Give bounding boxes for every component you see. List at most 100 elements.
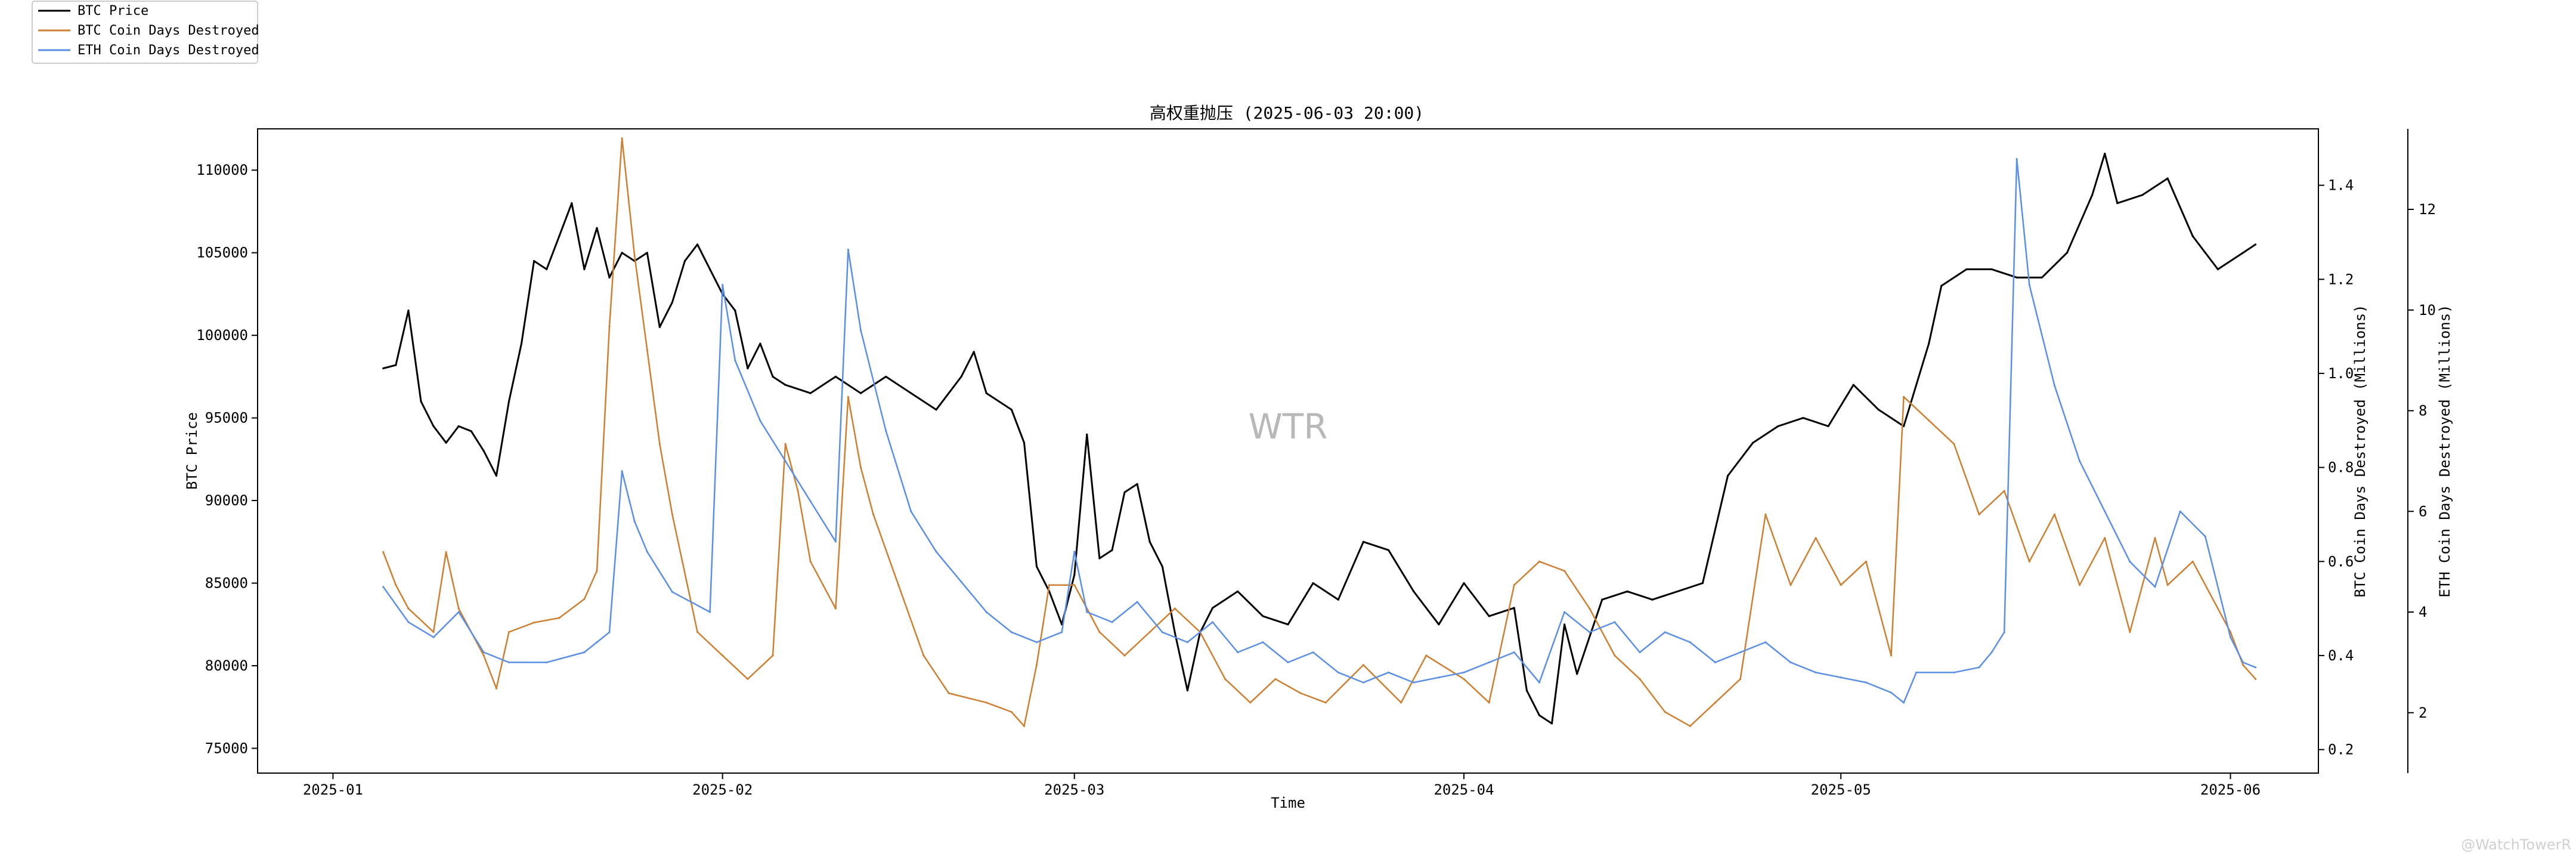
data-point-eth-coin-days-destroyed-12 <box>646 551 648 553</box>
data-point-btc-coin-days-destroyed-2 <box>407 607 410 610</box>
data-point-btc-price-12 <box>533 259 535 262</box>
data-point-btc-price-3 <box>420 400 422 403</box>
data-point-btc-coin-days-destroyed-33 <box>948 692 950 694</box>
data-point-btc-price-91 <box>1965 268 1968 270</box>
data-point-btc-price-80 <box>1701 582 1704 585</box>
data-point-eth-coin-days-destroyed-72 <box>2028 284 2030 286</box>
data-point-eth-coin-days-destroyed-74 <box>2079 460 2081 462</box>
data-point-eth-coin-days-destroyed-40 <box>1287 661 1289 663</box>
data-point-btc-coin-days-destroyed-11 <box>583 598 586 600</box>
data-point-btc-coin-days-destroyed-82 <box>2166 584 2169 586</box>
data-point-btc-price-62 <box>1312 582 1314 585</box>
data-point-btc-coin-days-destroyed-27 <box>834 607 837 610</box>
data-point-btc-price-104 <box>2255 243 2257 246</box>
data-point-btc-price-96 <box>2091 194 2094 196</box>
data-point-eth-coin-days-destroyed-11 <box>633 520 636 523</box>
data-point-eth-coin-days-destroyed-32 <box>1086 611 1088 613</box>
data-point-eth-coin-days-destroyed-46 <box>1438 676 1440 679</box>
data-point-btc-coin-days-destroyed-26 <box>822 584 824 586</box>
data-point-btc-price-86 <box>1852 384 1854 386</box>
data-point-eth-coin-days-destroyed-20 <box>834 540 837 543</box>
data-point-btc-coin-days-destroyed-85 <box>2242 664 2244 666</box>
data-point-btc-price-81 <box>1727 474 1729 477</box>
data-point-btc-coin-days-destroyed-8 <box>507 631 510 634</box>
data-point-eth-coin-days-destroyed-18 <box>784 460 787 462</box>
data-point-btc-price-11 <box>520 342 523 345</box>
right1-tick-label-4: 1.0 <box>2328 365 2354 382</box>
data-point-btc-price-9 <box>495 474 498 477</box>
data-point-eth-coin-days-destroyed-14 <box>709 611 711 613</box>
data-point-btc-price-6 <box>457 425 460 428</box>
data-point-btc-price-40 <box>973 351 975 353</box>
data-point-btc-price-22 <box>658 326 661 328</box>
data-point-eth-coin-days-destroyed-26 <box>960 580 962 583</box>
data-point-btc-price-0 <box>382 367 385 370</box>
data-point-eth-coin-days-destroyed-36 <box>1186 641 1188 644</box>
data-point-btc-price-43 <box>1023 441 1026 444</box>
data-point-eth-coin-days-destroyed-37 <box>1212 621 1214 623</box>
data-point-eth-coin-days-destroyed-53 <box>1614 621 1616 623</box>
x-tick-label-4: 2025-05 <box>1811 781 1871 798</box>
data-point-btc-price-97 <box>2104 152 2106 155</box>
data-point-btc-price-100 <box>2166 177 2169 180</box>
right2-tick-label-5: 12 <box>2419 201 2436 218</box>
data-point-eth-coin-days-destroyed-55 <box>1664 631 1666 634</box>
data-point-eth-coin-days-destroyed-49 <box>1513 651 1515 654</box>
data-point-btc-price-13 <box>546 268 548 270</box>
x-tick-label-1: 2025-02 <box>692 781 753 798</box>
data-point-eth-coin-days-destroyed-23 <box>885 430 887 432</box>
data-point-btc-coin-days-destroyed-60 <box>1639 678 1641 680</box>
right-axis-2-label: ETH Coin Days Destroyed (Millions) <box>2436 304 2453 597</box>
data-point-btc-coin-days-destroyed-49 <box>1324 702 1327 704</box>
data-point-btc-coin-days-destroyed-24 <box>797 490 799 492</box>
data-point-eth-coin-days-destroyed-76 <box>2129 561 2131 563</box>
x-tick-label-0: 2025-01 <box>303 781 363 798</box>
data-point-eth-coin-days-destroyed-3 <box>457 611 460 613</box>
data-point-btc-coin-days-destroyed-78 <box>2079 584 2081 586</box>
data-point-btc-coin-days-destroyed-41 <box>1123 654 1126 657</box>
data-point-btc-coin-days-destroyed-28 <box>847 395 849 398</box>
data-point-btc-price-14 <box>558 235 561 237</box>
data-point-btc-coin-days-destroyed-83 <box>2191 560 2194 563</box>
data-point-btc-price-49 <box>1098 557 1101 560</box>
right1-tick-label-0: 0.2 <box>2328 741 2354 758</box>
data-point-btc-coin-days-destroyed-53 <box>1463 678 1465 680</box>
data-point-eth-coin-days-destroyed-48 <box>1488 661 1490 663</box>
data-point-btc-price-26 <box>709 268 711 270</box>
data-point-btc-price-87 <box>1877 409 1880 411</box>
data-point-btc-coin-days-destroyed-43 <box>1174 607 1176 610</box>
data-point-eth-coin-days-destroyed-58 <box>1739 651 1742 654</box>
data-point-eth-coin-days-destroyed-8 <box>596 641 598 644</box>
data-point-eth-coin-days-destroyed-43 <box>1362 681 1364 684</box>
data-point-btc-price-75 <box>1576 673 1578 675</box>
data-point-btc-price-59 <box>1237 590 1239 593</box>
data-point-btc-price-28 <box>734 310 736 312</box>
data-point-btc-coin-days-destroyed-34 <box>985 702 987 704</box>
left-tick-label-5: 100000 <box>196 327 248 344</box>
data-point-btc-price-54 <box>1161 566 1163 568</box>
data-point-btc-coin-days-destroyed-79 <box>2104 537 2106 539</box>
legend-label-btc-coin-days-destroyed: BTC Coin Days Destroyed <box>78 23 259 38</box>
data-point-btc-price-102 <box>2216 268 2219 270</box>
data-point-eth-coin-days-destroyed-79 <box>2204 535 2206 538</box>
data-point-btc-price-77 <box>1626 590 1628 593</box>
data-point-btc-coin-days-destroyed-37 <box>1035 664 1038 666</box>
data-point-btc-price-72 <box>1538 714 1541 716</box>
data-point-btc-coin-days-destroyed-71 <box>1903 395 1905 398</box>
data-point-btc-coin-days-destroyed-14 <box>621 137 623 140</box>
data-point-btc-price-71 <box>1525 689 1528 692</box>
data-point-btc-price-18 <box>608 276 611 279</box>
data-point-eth-coin-days-destroyed-27 <box>985 611 987 613</box>
data-point-eth-coin-days-destroyed-21 <box>847 248 849 251</box>
data-point-btc-price-58 <box>1212 607 1214 609</box>
data-point-btc-coin-days-destroyed-55 <box>1513 584 1515 586</box>
right-axis-2: 2 4 6 8 10 12 <box>2408 201 2436 721</box>
left-axis: 75000 80000 85000 90000 95000 100000 105000 110… <box>196 162 258 756</box>
data-point-eth-coin-days-destroyed-28 <box>1010 631 1013 634</box>
data-point-eth-coin-days-destroyed-2 <box>432 636 435 638</box>
legend-items: BTC Price BTC Coin Days Destroyed ETH Coin… <box>38 4 259 58</box>
data-point-btc-price-31 <box>772 375 774 378</box>
data-point-eth-coin-days-destroyed-47 <box>1463 671 1465 673</box>
data-point-btc-price-37 <box>910 392 912 394</box>
right1-tick-label-1: 0.4 <box>2328 647 2354 664</box>
